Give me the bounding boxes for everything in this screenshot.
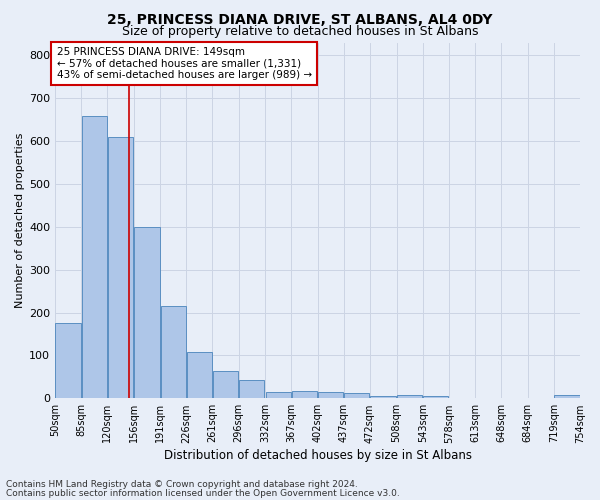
Bar (213, 372, 238, 398)
Bar (423, 396, 448, 398)
Bar (344, 392, 370, 398)
Text: 25, PRINCESS DIANA DRIVE, ST ALBANS, AL4 0DY: 25, PRINCESS DIANA DRIVE, ST ALBANS, AL4… (107, 12, 493, 26)
X-axis label: Distribution of detached houses by size in St Albans: Distribution of detached houses by size … (164, 450, 472, 462)
Text: 25 PRINCESS DIANA DRIVE: 149sqm
← 57% of detached houses are smaller (1,331)
43%: 25 PRINCESS DIANA DRIVE: 149sqm ← 57% of… (56, 47, 312, 80)
Bar (239, 380, 265, 398)
Text: Contains public sector information licensed under the Open Government Licence v3: Contains public sector information licen… (6, 488, 400, 498)
Bar (55, 324, 81, 398)
Bar (82, 116, 107, 399)
Bar (134, 227, 160, 398)
Text: Size of property relative to detached houses in St Albans: Size of property relative to detached ho… (122, 25, 478, 38)
Bar (318, 392, 343, 398)
Bar (107, 137, 133, 398)
Text: Contains HM Land Registry data © Crown copyright and database right 2024.: Contains HM Land Registry data © Crown c… (6, 480, 358, 489)
Bar (370, 396, 395, 398)
Bar (292, 391, 317, 398)
Bar (554, 395, 580, 398)
Y-axis label: Number of detached properties: Number of detached properties (15, 132, 25, 308)
Bar (161, 306, 186, 398)
Bar (397, 395, 422, 398)
Bar (266, 392, 291, 398)
Bar (187, 352, 212, 399)
